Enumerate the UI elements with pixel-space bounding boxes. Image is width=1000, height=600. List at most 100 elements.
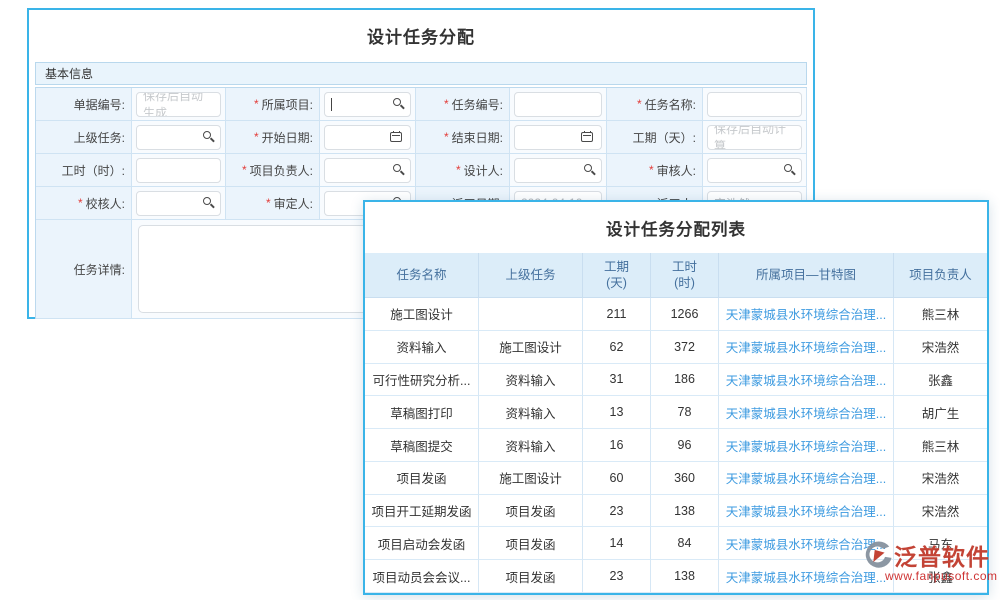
project-link-cell[interactable]: 天津蒙城县水环境综合治理... (719, 363, 894, 397)
parent-task-cell (132, 121, 226, 154)
project-leader-input[interactable] (324, 157, 411, 183)
task-name-cell: 施工图设计 (365, 298, 479, 331)
project-leader-cell: 熊三林 (894, 298, 987, 331)
task-name-cell: 项目发函 (365, 461, 479, 495)
search-icon[interactable] (203, 197, 211, 205)
parent-task-input[interactable] (136, 124, 221, 150)
task-details-label-text: 任务详情: (73, 262, 125, 277)
task-name-cell: 草稿图打印 (365, 396, 479, 430)
search-icon[interactable] (203, 131, 211, 139)
designer-input[interactable] (514, 157, 602, 183)
work-hours-cell: 360 (651, 461, 719, 495)
required-asterisk: * (455, 163, 461, 177)
work-hours-cell: 1266 (651, 298, 719, 331)
required-asterisk: * (241, 163, 247, 177)
list-window-title: 设计任务分配列表 (606, 221, 746, 239)
table-row[interactable]: 施工图设计 211 1266 天津蒙城县水环境综合治理... 熊三林 (365, 298, 987, 331)
project-link-cell[interactable]: 天津蒙城县水环境综合治理... (719, 396, 894, 430)
project-link-cell[interactable]: 天津蒙城县水环境综合治理... (719, 461, 894, 495)
header-cell-3: 工时 (时) (651, 253, 719, 298)
parent-task-cell: 资料输入 (479, 363, 583, 397)
start-date-input[interactable] (324, 124, 411, 150)
project-link-cell[interactable]: 天津蒙城县水环境综合治理... (719, 429, 894, 462)
work-hours-cell: 84 (651, 527, 719, 561)
task-number-label: * 任务编号: (416, 88, 510, 121)
table-row[interactable]: 项目启动会发函 项目发函 14 84 天津蒙城县水环境综合治理... 马东 (365, 527, 987, 561)
table-row[interactable]: 项目开工延期发函 项目发函 23 138 天津蒙城县水环境综合治理... 宋浩然 (365, 494, 987, 528)
search-icon[interactable] (784, 164, 792, 172)
required-asterisk: * (253, 97, 259, 111)
doc-number-label-text: 单据编号: (73, 97, 125, 112)
calendar-icon[interactable] (581, 130, 593, 142)
project-leader-label: * 项目负责人: (226, 154, 320, 187)
parent-task-label-text: 上级任务: (73, 130, 125, 145)
project-leader-cell (320, 154, 416, 187)
checker-input[interactable] (136, 190, 221, 216)
project-link-cell[interactable]: 天津蒙城县水环境综合治理... (719, 527, 894, 561)
duration-days-cell: 62 (583, 330, 651, 364)
work-hours-label: 工时（时）: (36, 154, 132, 187)
end-date-input[interactable] (514, 124, 602, 150)
reviewer-label-text: 审核人: (656, 163, 696, 178)
project-leader-cell: 宋浩然 (894, 495, 987, 528)
required-asterisk: * (648, 163, 654, 177)
parent-task-cell (479, 298, 583, 331)
task-details-label: 任务详情: (36, 220, 132, 319)
duration-days-cell: 保存后自动计算 (703, 121, 807, 154)
work-hours-cell: 138 (651, 494, 719, 528)
project-label: * 所属项目: (226, 88, 320, 121)
designer-cell (510, 154, 607, 187)
table-row[interactable]: 项目动员会会议... 项目发函 23 138 天津蒙城县水环境综合治理... 张鑫 (365, 560, 987, 594)
required-asterisk: * (265, 196, 271, 210)
duration-days-input[interactable]: 保存后自动计算 (707, 124, 802, 150)
basic-info-section-header: 基本信息 (35, 62, 807, 85)
project-link-cell[interactable]: 天津蒙城县水环境综合治理... (719, 298, 894, 331)
start-date-cell (320, 121, 416, 154)
duration-days-cell: 211 (583, 298, 651, 331)
work-hours-cell: 78 (651, 396, 719, 430)
reviewer-input[interactable] (707, 157, 802, 183)
task-name-input[interactable] (707, 91, 802, 117)
doc-number-cell: 保存后自动生成 (132, 88, 226, 121)
doc-number-placeholder: 保存后自动生成 (143, 91, 204, 117)
duration-days-cell: 14 (583, 527, 651, 561)
approver-label-text: 审定人: (273, 196, 313, 211)
project-leader-cell: 张鑫 (894, 364, 987, 397)
project-link-cell[interactable]: 天津蒙城县水环境综合治理... (719, 560, 894, 594)
task-name-cell: 资料输入 (365, 330, 479, 364)
doc-number-input[interactable]: 保存后自动生成 (136, 91, 221, 117)
table-row[interactable]: 资料输入 施工图设计 62 372 天津蒙城县水环境综合治理... 宋浩然 (365, 330, 987, 364)
task-name-cell: 可行性研究分析... (365, 363, 479, 397)
search-icon[interactable] (393, 164, 401, 172)
header-cell-1: 上级任务 (479, 253, 583, 298)
table-row[interactable]: 项目发函 施工图设计 60 360 天津蒙城县水环境综合治理... 宋浩然 (365, 461, 987, 495)
table-row[interactable]: 草稿图提交 资料输入 16 96 天津蒙城县水环境综合治理... 熊三林 (365, 429, 987, 462)
designer-label-text: 设计人: (463, 163, 503, 178)
header-cell-5: 项目负责人 (894, 253, 987, 298)
search-icon[interactable] (393, 98, 401, 106)
work-hours-cell: 138 (651, 560, 719, 594)
table-row[interactable]: 草稿图打印 资料输入 13 78 天津蒙城县水环境综合治理... 胡广生 (365, 396, 987, 430)
project-link-cell[interactable]: 天津蒙城县水环境综合治理... (719, 330, 894, 364)
duration-days-placeholder: 保存后自动计算 (714, 124, 787, 150)
search-icon[interactable] (584, 164, 592, 172)
project-input[interactable] (324, 91, 411, 117)
end-date-label-text: 结束日期: (451, 130, 503, 145)
work-hours-cell (132, 154, 226, 187)
calendar-icon[interactable] (390, 130, 402, 142)
header-cell-2: 工期 (天) (583, 253, 651, 298)
project-cell (320, 88, 416, 121)
work-hours-label-text: 工时（时）: (61, 163, 125, 178)
project-leader-cell: 宋浩然 (894, 331, 987, 364)
required-asterisk: * (443, 97, 449, 111)
required-asterisk: * (443, 130, 449, 144)
form-window-title: 设计任务分配 (367, 28, 475, 47)
task-name-cell: 项目开工延期发函 (365, 494, 479, 528)
work-hours-input[interactable] (136, 157, 221, 183)
header-cell-4: 所属项目—甘特图 (719, 253, 894, 298)
project-link-cell[interactable]: 天津蒙城县水环境综合治理... (719, 494, 894, 528)
table-row[interactable]: 可行性研究分析... 资料输入 31 186 天津蒙城县水环境综合治理... 张鑫 (365, 363, 987, 397)
task-number-input[interactable] (514, 91, 602, 117)
project-leader-label-text: 项目负责人: (249, 163, 313, 178)
required-asterisk: * (636, 97, 642, 111)
